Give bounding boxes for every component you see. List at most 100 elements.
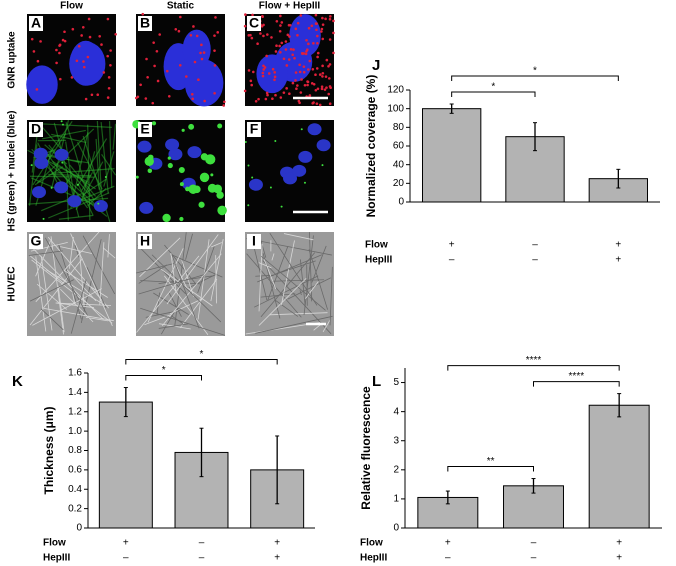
- particle: [106, 96, 110, 99]
- y-axis-title: Thickness (μm): [42, 406, 56, 494]
- particle: [247, 34, 251, 37]
- panel-letter: G: [31, 233, 42, 249]
- particle: [96, 93, 100, 97]
- hs-spot: [50, 186, 53, 189]
- y-axis-title: Normalized coverage (%): [364, 75, 378, 218]
- y-tick-label: 60: [393, 141, 405, 152]
- particle: [35, 88, 39, 91]
- particle: [244, 13, 247, 16]
- particle: [273, 78, 276, 82]
- particle: [136, 95, 140, 99]
- hs-spot: [144, 156, 154, 167]
- particle: [199, 51, 202, 55]
- particle: [262, 64, 265, 68]
- particle: [315, 102, 319, 105]
- nucleus: [168, 148, 183, 161]
- particle: [109, 63, 112, 67]
- particle: [310, 82, 314, 85]
- hs-stain: [112, 123, 117, 150]
- particle: [250, 36, 254, 40]
- particle: [259, 32, 262, 35]
- particle: [294, 71, 298, 74]
- particle: [311, 67, 315, 71]
- cell-edge: [210, 238, 224, 302]
- particle: [287, 58, 291, 61]
- particle: [144, 97, 148, 100]
- particle: [275, 44, 278, 48]
- hs-stain: [65, 122, 84, 179]
- particle: [300, 78, 303, 81]
- particle: [63, 30, 66, 34]
- hs-spot: [274, 140, 277, 143]
- panel-letter: K: [12, 373, 23, 390]
- nucleus: [289, 14, 321, 57]
- particle: [325, 58, 329, 62]
- cell-edge: [69, 237, 74, 269]
- particle: [279, 51, 282, 54]
- particle: [282, 57, 286, 61]
- cell-edge: [274, 299, 299, 317]
- micrograph: I: [245, 232, 334, 336]
- particle: [249, 79, 253, 83]
- letter-box: [138, 16, 152, 31]
- hs-spot: [247, 164, 250, 167]
- particle: [177, 29, 181, 33]
- particle: [278, 29, 282, 33]
- micrograph: D: [27, 119, 117, 222]
- particle: [315, 67, 319, 70]
- column-title: Flow: [60, 1, 83, 12]
- particle: [55, 61, 58, 65]
- particle: [189, 33, 193, 37]
- hs-spot: [76, 183, 79, 186]
- column-title: Static: [167, 1, 195, 12]
- particle: [320, 87, 324, 91]
- cell-edge: [269, 232, 318, 306]
- particle: [70, 76, 74, 79]
- nucleus: [298, 150, 313, 163]
- y-tick-label: 0: [393, 523, 399, 534]
- condition-mark: +: [274, 538, 280, 549]
- y-tick-label: 3: [393, 435, 399, 446]
- particle: [263, 66, 267, 69]
- hs-stain: [77, 138, 108, 187]
- particle: [325, 86, 328, 89]
- particle: [321, 75, 324, 78]
- hs-spot: [217, 205, 227, 216]
- particle: [298, 63, 301, 67]
- significance-bracket: [447, 365, 620, 371]
- cell-edge: [260, 293, 296, 298]
- particle: [307, 26, 311, 30]
- cell-edge: [253, 275, 319, 308]
- panel-letter: I: [252, 233, 256, 249]
- cell-edge: [287, 277, 332, 300]
- particle: [274, 93, 277, 97]
- cell-edge: [107, 234, 110, 258]
- hs-stain: [66, 176, 69, 221]
- particle: [321, 71, 325, 75]
- y-tick-label: 0.8: [68, 445, 82, 456]
- nucleus: [26, 65, 58, 104]
- particle: [264, 97, 268, 101]
- particle: [262, 23, 265, 27]
- particle: [308, 94, 312, 97]
- cell-edge: [309, 232, 313, 302]
- particle: [294, 79, 297, 82]
- y-tick-label: 0: [76, 523, 82, 534]
- condition-name: Flow: [365, 240, 388, 251]
- particle: [288, 35, 291, 38]
- particle: [296, 21, 300, 25]
- hs-spot: [210, 173, 214, 177]
- particle: [32, 50, 36, 53]
- particle: [302, 65, 306, 68]
- cell-edge: [305, 281, 319, 299]
- particle: [324, 75, 328, 78]
- particle: [174, 27, 178, 31]
- particle: [287, 23, 291, 27]
- cell-edge: [40, 308, 64, 331]
- row-label: HS (green) + nuclei (blue): [7, 111, 18, 232]
- hs-spot: [61, 161, 64, 164]
- panel-letter: C: [249, 15, 259, 31]
- particle: [284, 48, 288, 51]
- significance-label: *: [491, 82, 495, 93]
- particle: [304, 52, 308, 56]
